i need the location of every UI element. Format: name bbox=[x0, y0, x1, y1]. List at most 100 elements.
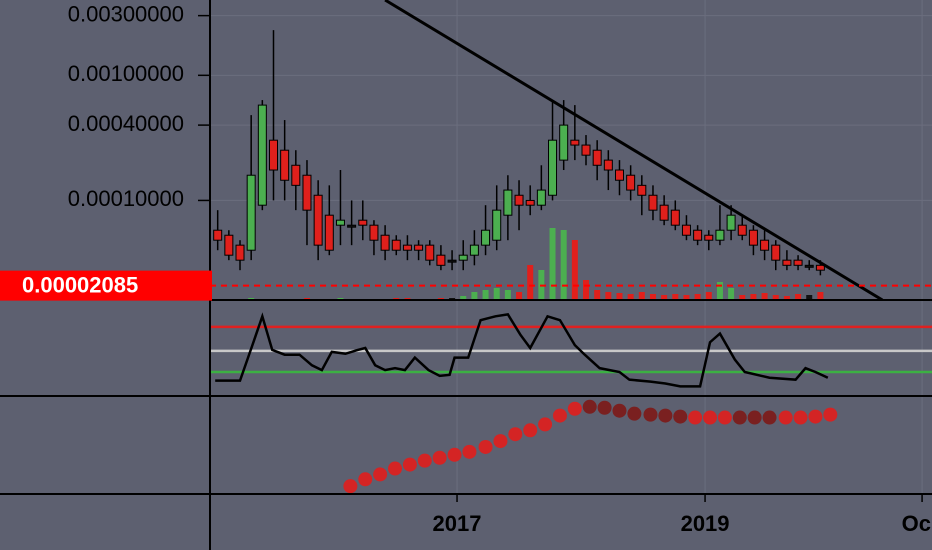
candle-body bbox=[291, 164, 301, 186]
trend-dot bbox=[373, 467, 388, 482]
volume-bar bbox=[605, 292, 612, 300]
trend-dot bbox=[673, 409, 688, 424]
trend-dot bbox=[747, 410, 762, 425]
trend-dot bbox=[388, 461, 403, 476]
candle-body bbox=[693, 229, 703, 241]
volume-bar bbox=[672, 294, 679, 300]
volume-bar bbox=[493, 288, 500, 300]
volume-bar bbox=[471, 292, 478, 300]
candle-body bbox=[391, 239, 401, 251]
candle-body bbox=[492, 209, 502, 241]
candle-body bbox=[559, 124, 569, 161]
trend-dot bbox=[823, 407, 838, 422]
trend-dot bbox=[732, 410, 747, 425]
volume-bar bbox=[806, 295, 813, 300]
trend-dot bbox=[493, 434, 508, 449]
candle-body bbox=[592, 149, 602, 166]
trend-dot bbox=[597, 400, 612, 415]
price-panel bbox=[210, 0, 932, 300]
trend-dot bbox=[612, 403, 627, 418]
candle-body bbox=[626, 174, 636, 191]
candle-body bbox=[771, 244, 781, 261]
trend-dot bbox=[778, 410, 793, 425]
x-tick-label: 2019 bbox=[681, 511, 730, 536]
volume-bar bbox=[560, 230, 567, 300]
candle-body bbox=[637, 184, 647, 196]
volume-bar bbox=[482, 290, 489, 300]
trend-dot bbox=[402, 457, 417, 472]
volume-bar bbox=[761, 293, 768, 300]
candle-body bbox=[347, 224, 357, 228]
candle-body bbox=[726, 214, 736, 231]
volume-bar bbox=[694, 294, 701, 300]
candle-body bbox=[213, 229, 223, 241]
volume-bar bbox=[594, 290, 601, 300]
candle-body bbox=[603, 159, 613, 171]
oscillator-line bbox=[215, 312, 829, 388]
volume-bar bbox=[783, 296, 790, 300]
candle-body bbox=[268, 139, 278, 171]
volume-bar bbox=[661, 295, 668, 300]
candle-body bbox=[681, 224, 691, 236]
volume-bar bbox=[527, 265, 534, 300]
trend-dot bbox=[808, 409, 823, 424]
candle-body bbox=[760, 239, 770, 251]
volume-bar bbox=[627, 294, 634, 300]
candle-body bbox=[715, 229, 725, 241]
candle-body bbox=[793, 259, 803, 266]
trend-dot bbox=[552, 408, 567, 423]
candle-body bbox=[425, 244, 435, 261]
candle-body bbox=[235, 244, 245, 261]
trend-dot bbox=[447, 447, 462, 462]
volume-bar bbox=[638, 292, 645, 300]
candle-body bbox=[815, 264, 825, 271]
trend-dot bbox=[358, 472, 373, 487]
candle-body bbox=[246, 174, 256, 251]
candle-body bbox=[324, 214, 334, 251]
y-tick-label: 0.00010000 bbox=[68, 186, 184, 211]
trend-dot bbox=[523, 423, 538, 438]
volume-bar bbox=[504, 290, 511, 300]
x-tick-label: Oc bbox=[902, 511, 931, 536]
trend-dot bbox=[762, 410, 777, 425]
candle-body bbox=[670, 209, 680, 226]
trend-dot bbox=[793, 410, 808, 425]
y-tick-label: 0.00100000 bbox=[68, 61, 184, 86]
candle-body bbox=[402, 244, 412, 251]
trend-dot bbox=[703, 410, 718, 425]
trend-dot bbox=[567, 401, 582, 416]
candle-body bbox=[514, 194, 524, 206]
trend-dot bbox=[582, 399, 597, 414]
oscillator-panel bbox=[210, 312, 932, 388]
trend-dot bbox=[343, 479, 358, 494]
candle-body bbox=[503, 189, 513, 216]
candle-body bbox=[782, 259, 792, 266]
candle-body bbox=[302, 174, 312, 211]
candle-body bbox=[358, 219, 368, 226]
candle-body bbox=[280, 149, 290, 181]
candle-body bbox=[581, 144, 591, 156]
candle-body bbox=[536, 189, 546, 206]
trend-dot bbox=[658, 408, 673, 423]
y-tick-label: 0.00300000 bbox=[68, 1, 184, 26]
candle-body bbox=[525, 199, 535, 206]
trendline bbox=[384, 0, 884, 300]
candle-body bbox=[224, 234, 234, 256]
labels: 0.00300000 0.00100000 0.00040000 0.00010000… bbox=[0, 1, 931, 536]
candle-body bbox=[804, 264, 814, 268]
trend-dot bbox=[627, 406, 642, 421]
trend-dot bbox=[417, 453, 432, 468]
volume-bar bbox=[571, 240, 578, 300]
volume-bar bbox=[460, 296, 467, 300]
volume-bar bbox=[549, 228, 556, 300]
trend-dot bbox=[717, 410, 732, 425]
volume-bar bbox=[772, 295, 779, 300]
trend-dot bbox=[688, 410, 703, 425]
volume-bar bbox=[583, 280, 590, 300]
volume-bar bbox=[795, 294, 802, 300]
candle-body bbox=[257, 104, 267, 206]
candle-body bbox=[335, 219, 345, 226]
candle-body bbox=[748, 229, 758, 246]
candle-body bbox=[648, 194, 658, 211]
